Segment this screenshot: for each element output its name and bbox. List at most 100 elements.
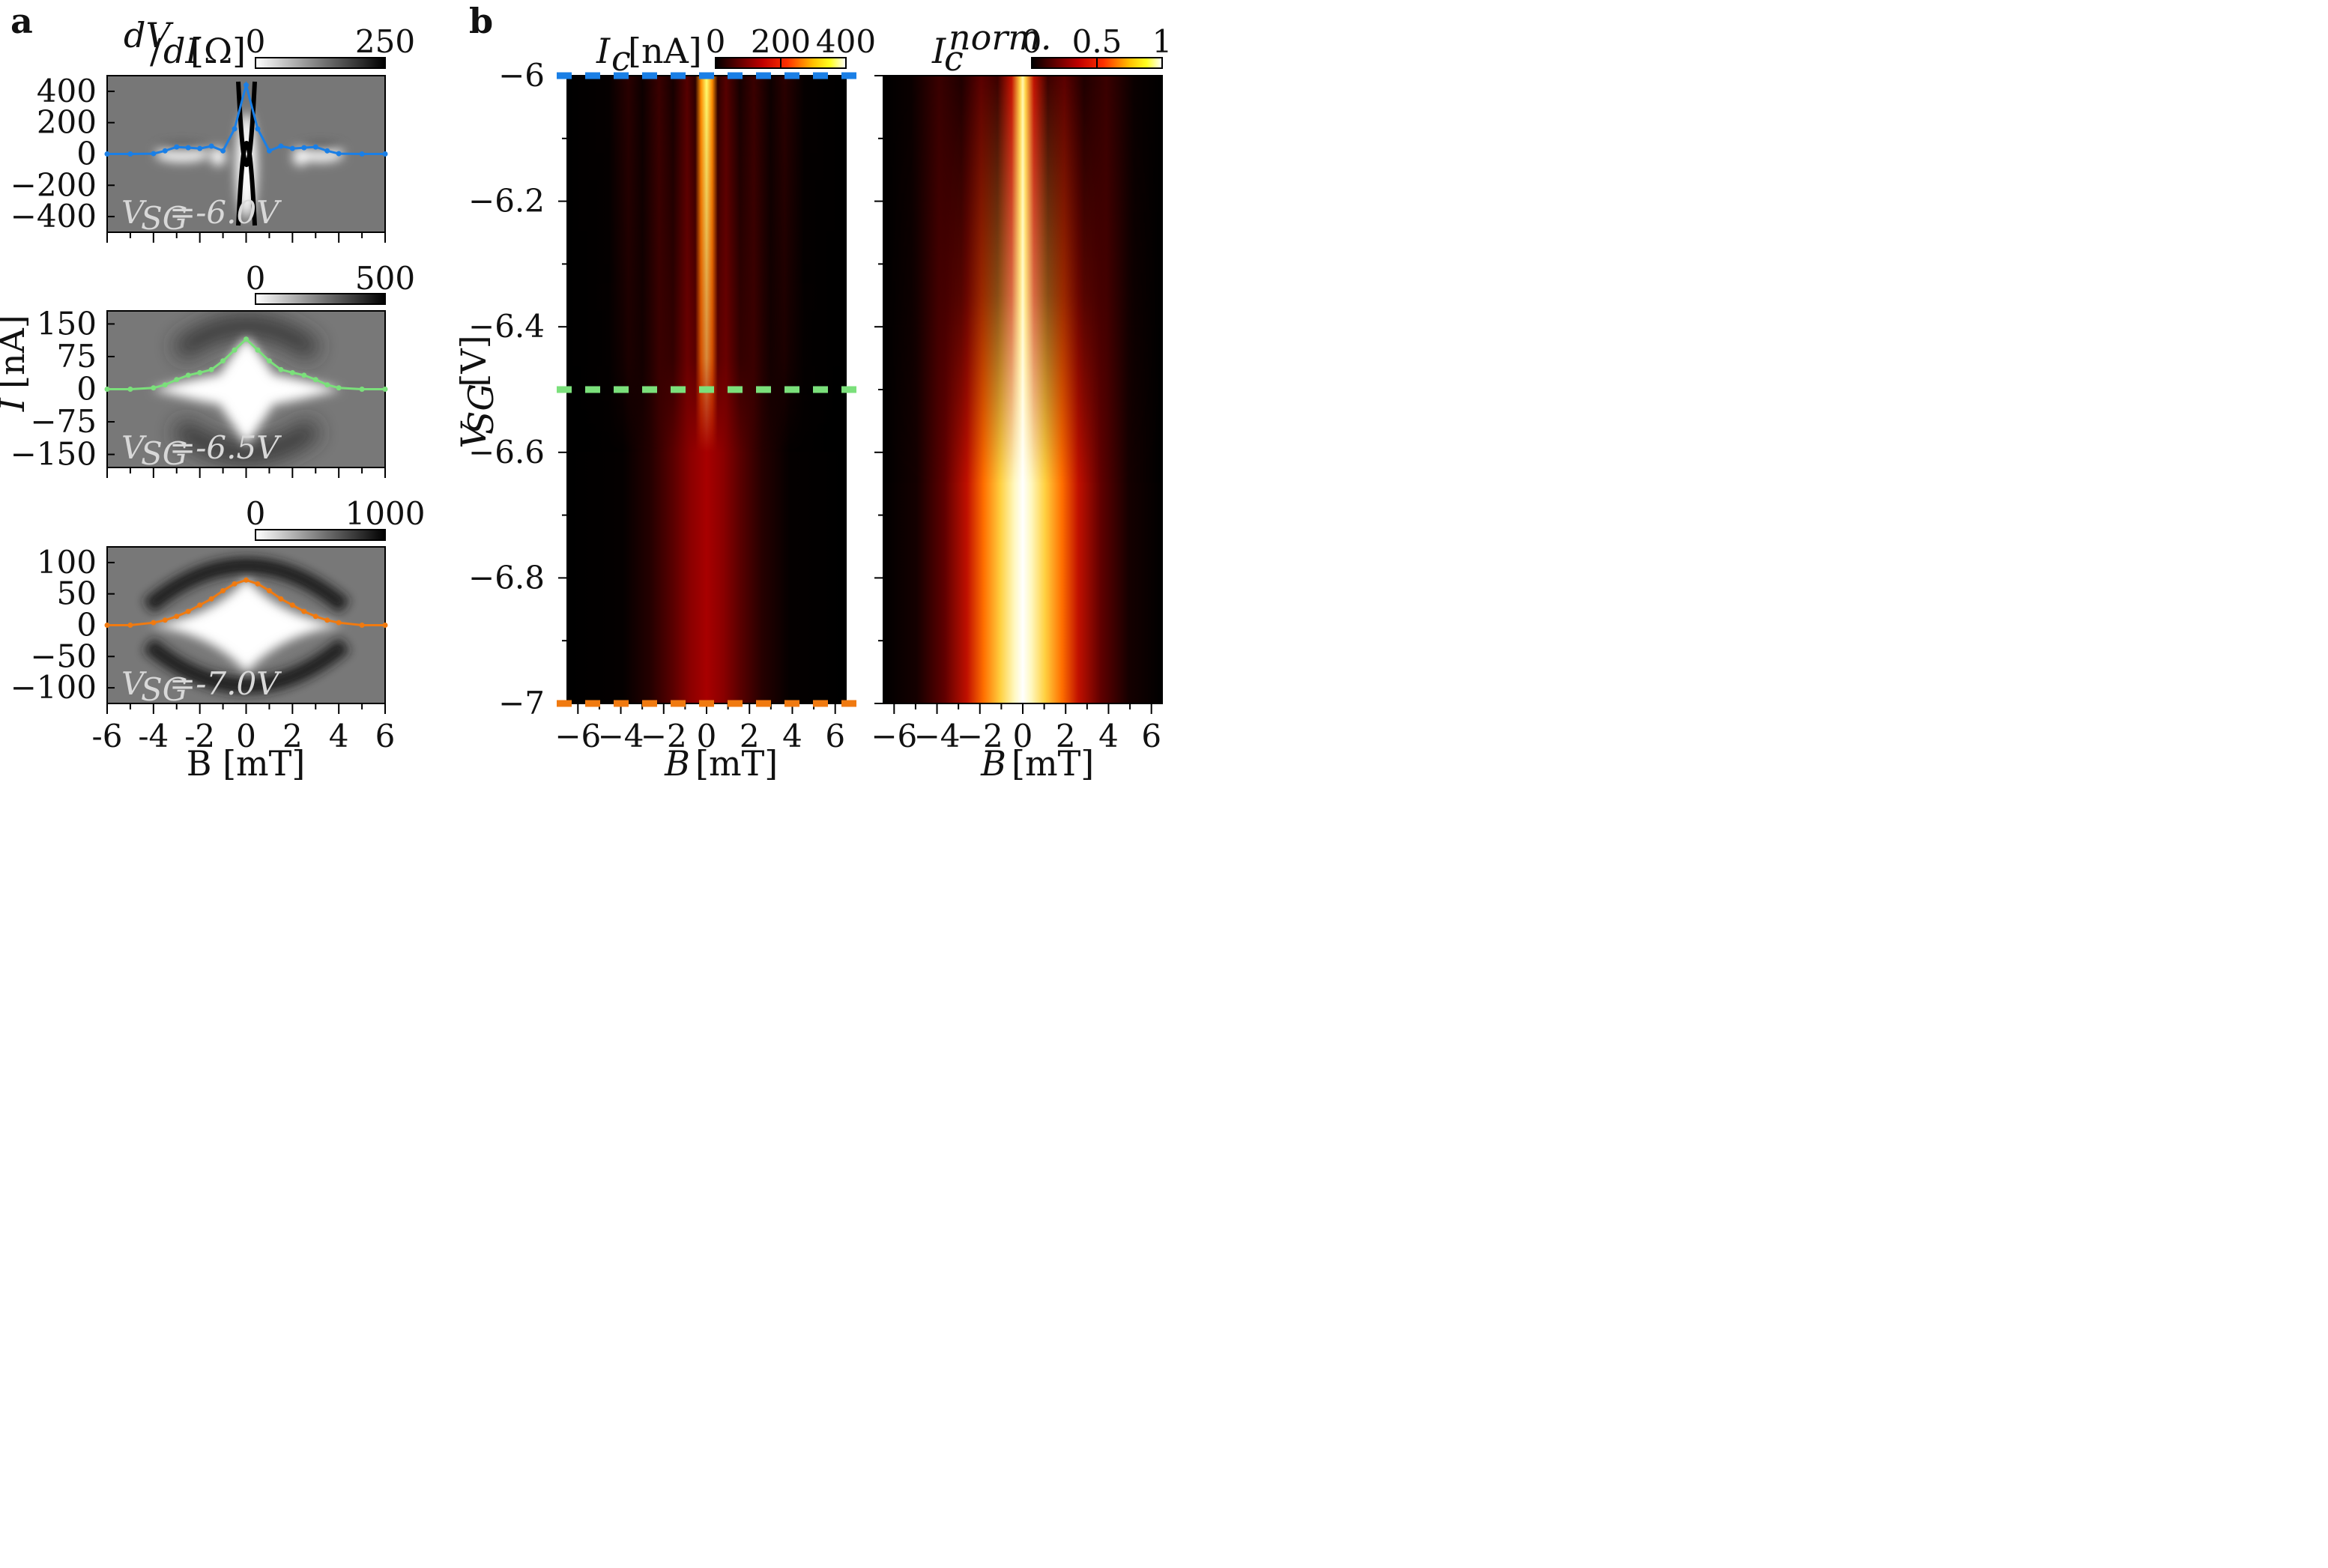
y-tick-label: −50 <box>30 638 97 674</box>
a1-colorbar-tick-1: 250 <box>355 23 415 60</box>
ic-curve-point <box>289 602 295 608</box>
b1-colorbar-tick-0: 0 <box>706 23 726 60</box>
ic-curve-point <box>185 608 191 614</box>
b2-colorbar-tick-1: 0.5 <box>1072 23 1122 60</box>
a2-ic-curve <box>104 336 388 392</box>
x-tick-label: 2 <box>740 718 760 754</box>
vsg-axis-var: V <box>453 420 494 449</box>
icnorm-sub: c <box>944 38 964 79</box>
vsg-axis-unit: [V] <box>453 335 494 387</box>
ic-curve-point <box>220 148 226 154</box>
icnorm-var: I <box>931 31 946 71</box>
b2-x-axis: −6−4−2 0 2 4 6 <box>871 703 1161 754</box>
b2-colorbar-title: I c norm. <box>931 17 1052 79</box>
x-tick-label: 0 <box>697 718 717 754</box>
a1-vsg-annotation: V SG =-6.0V <box>121 194 282 237</box>
y-tick-label: −200 <box>10 166 97 203</box>
a1-colorbar-tick-0: 0 <box>246 23 266 60</box>
ic-curve-point <box>174 614 180 620</box>
dvdi-numerator: dV <box>124 15 174 55</box>
ic-curve-point <box>244 336 249 342</box>
ic-curve-point <box>324 617 330 623</box>
a3-x-label: B [mT] <box>187 743 306 784</box>
y-tick-label: −6.4 <box>468 308 545 345</box>
vsg-value-a2: =-6.5V <box>169 429 282 466</box>
ic-curve-point <box>151 385 157 391</box>
ic-curve-point <box>162 382 168 388</box>
ic-curve-point <box>278 596 284 602</box>
vsg-subscript: SG <box>141 671 187 708</box>
ic-curve-point <box>266 588 272 594</box>
y-tick-label: −100 <box>10 669 97 706</box>
a3-colorbar <box>255 529 386 541</box>
a1-x-axis <box>106 232 386 243</box>
y-tick-label: −75 <box>30 403 97 440</box>
ic-curve-point <box>197 602 203 608</box>
y-tick-label: 0 <box>76 371 97 408</box>
x-tick-label: −6 <box>871 718 917 754</box>
a3-vsg-annotation: V SG =-7.0V <box>121 665 282 708</box>
vsg-subscript: SG <box>141 435 187 472</box>
b-unit: [mT] <box>695 743 778 784</box>
a1-ic-curve <box>104 80 388 157</box>
x-tick-label: -4 <box>138 718 169 754</box>
ic-curve-point <box>324 382 330 388</box>
ic-curve-point <box>220 358 226 364</box>
x-tick-label: 2 <box>1056 718 1076 754</box>
ic-curve-point <box>151 620 157 626</box>
a2-y-label: I [nA] <box>0 315 32 412</box>
ic-curve-point <box>301 145 307 151</box>
ic-curve-point <box>127 151 133 157</box>
ic-curve-point <box>336 151 342 157</box>
ic-curve-point <box>208 596 214 602</box>
ic-curve-point <box>197 369 203 375</box>
x-tick-label: 6 <box>1141 718 1161 754</box>
vsg-prefix: V <box>121 665 147 702</box>
b1-colorbar-tick-2: 400 <box>816 23 876 60</box>
ic-curve-point <box>382 151 388 157</box>
b2-colorbar-tick-0: 0 <box>1022 23 1042 60</box>
y-tick-label: 0 <box>76 607 97 644</box>
ic-curve-point <box>301 608 307 614</box>
ic-curve-point <box>208 366 214 372</box>
y-tick-label: 0 <box>76 136 97 172</box>
a2-colorbar-tick-0: 0 <box>246 260 266 297</box>
y-tick-label: 200 <box>37 104 97 141</box>
ic-curve-point <box>255 581 261 587</box>
ic-curve-point <box>197 145 203 151</box>
x-tick-label: −6 <box>554 718 601 754</box>
ic-curve-point <box>244 82 249 88</box>
ic-curve-point <box>174 377 180 383</box>
ic-curve-point <box>127 623 133 628</box>
y-tick-label: −6.2 <box>468 183 545 220</box>
b-unit: [mT] <box>1012 743 1094 784</box>
ic-curve-point <box>301 372 307 378</box>
y-tick-label: −6.8 <box>468 559 545 596</box>
panel-letter-b: b <box>469 1 493 41</box>
b-var: B <box>664 743 690 784</box>
ic-curve-point <box>185 145 191 151</box>
a1-colorbar-title: dV / dI [Ω] <box>124 15 246 71</box>
ic-curve-point <box>266 358 272 364</box>
ic-curve-point <box>289 369 295 375</box>
ic-curve-point <box>324 148 330 154</box>
y-tick-label: −7 <box>498 685 545 721</box>
b-var: B <box>980 743 1006 784</box>
b2-heatmap <box>883 76 1162 703</box>
ic-curve-point <box>232 581 238 587</box>
ic-var: I <box>596 31 611 71</box>
b2-y-ticks <box>874 75 883 704</box>
x-tick-label: 0 <box>236 718 256 754</box>
x-tick-label: -6 <box>92 718 123 754</box>
b1-y-label: V SG [V] <box>453 335 501 448</box>
a3-heatmap <box>107 547 385 703</box>
panel-letter-a: a <box>10 1 33 41</box>
dvdi-unit: [Ω] <box>190 31 246 71</box>
b1-colorbar-title: I c [nA] <box>596 31 702 79</box>
vsg-axis-sub: SG <box>461 384 501 435</box>
ic-curve-point <box>232 126 238 132</box>
